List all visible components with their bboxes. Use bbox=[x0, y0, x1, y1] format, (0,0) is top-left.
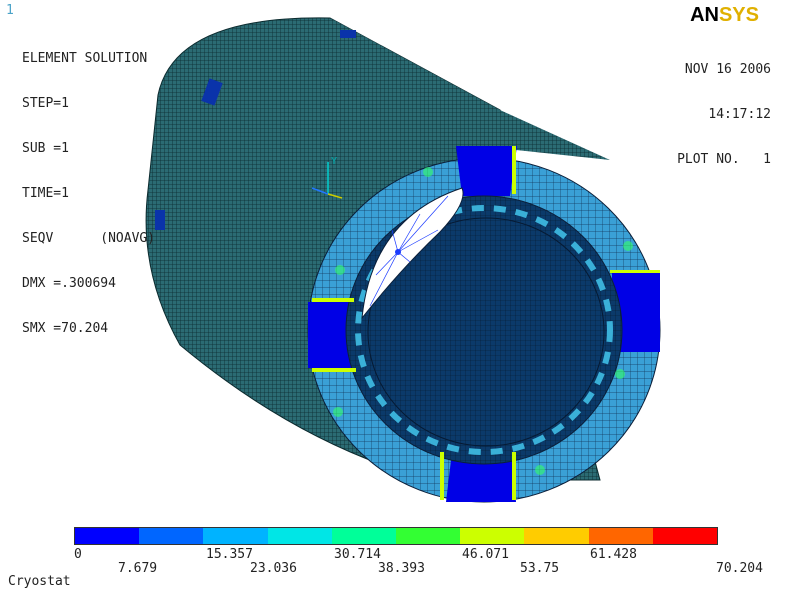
window-number: 1 bbox=[6, 3, 14, 18]
plot-time: 14:17:12 bbox=[708, 107, 771, 122]
legend-tick-lower-0: 7.679 bbox=[118, 561, 158, 576]
plot-stamp: NOV 16 2006 14:17:12 PLOT NO. 1 bbox=[677, 32, 771, 182]
legend-color-cell bbox=[267, 528, 332, 544]
plot-number: PLOT NO. 1 bbox=[677, 152, 771, 167]
legend-color-cell bbox=[203, 528, 268, 544]
legend-color-cell bbox=[331, 528, 397, 544]
legend-tick-lower-1: 23.036 bbox=[250, 561, 297, 576]
info-line-time: TIME=1 bbox=[22, 186, 69, 201]
legend-color-cell bbox=[588, 528, 653, 544]
coordinate-triad-icon: Y bbox=[311, 156, 343, 199]
info-line-step: STEP=1 bbox=[22, 96, 69, 111]
legend-tick-upper-2: 30.714 bbox=[334, 547, 381, 562]
legend-tick-upper-0: 0 bbox=[74, 547, 82, 562]
logo-part-2: SYS bbox=[718, 4, 759, 26]
legend-tick-lower-3: 53.75 bbox=[520, 561, 560, 576]
info-line-dmx: DMX =.300694 bbox=[22, 276, 116, 291]
info-line-title: ELEMENT SOLUTION bbox=[22, 51, 148, 66]
legend-color-cell bbox=[652, 528, 718, 544]
legend-color-cell bbox=[524, 528, 589, 544]
info-line-smx: SMX =70.204 bbox=[22, 321, 109, 336]
logo-part-1: AN bbox=[690, 4, 719, 26]
legend-tick-lower-2: 38.393 bbox=[378, 561, 425, 576]
end-ring bbox=[307, 146, 661, 503]
plot-date: NOV 16 2006 bbox=[684, 62, 771, 77]
legend-color-cell bbox=[75, 528, 140, 544]
axis-label-y: Y bbox=[331, 156, 337, 167]
info-line-sub: SUB =1 bbox=[22, 141, 69, 156]
solution-info: ELEMENT SOLUTION STEP=1 SUB =1 TIME=1 SE… bbox=[22, 21, 155, 351]
legend-tick-lower-4: 70.204 bbox=[716, 561, 763, 576]
legend-tick-upper-1: 15.357 bbox=[206, 547, 253, 562]
legend-color-cell bbox=[460, 528, 525, 544]
contour-legend-bar bbox=[74, 527, 718, 545]
legend-tick-upper-4: 61.428 bbox=[590, 547, 637, 562]
model-title: Cryostat bbox=[8, 574, 71, 589]
legend-color-cell bbox=[139, 528, 204, 544]
info-line-seqv: SEQV (NOAVG) bbox=[22, 231, 156, 246]
legend-color-cell bbox=[396, 528, 461, 544]
legend-tick-upper-3: 46.071 bbox=[462, 547, 509, 562]
ansys-logo: ANSYS bbox=[690, 4, 759, 27]
